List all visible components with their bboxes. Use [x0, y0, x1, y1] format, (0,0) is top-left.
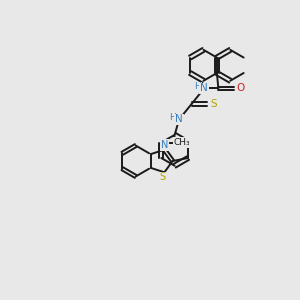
Text: N: N [175, 114, 183, 124]
Text: N: N [161, 140, 168, 150]
Text: S: S [210, 99, 217, 109]
Text: CH₃: CH₃ [174, 138, 190, 147]
Text: N: N [200, 83, 208, 94]
Text: H: H [169, 113, 176, 122]
Text: S: S [160, 172, 166, 182]
Text: O: O [236, 83, 244, 94]
Text: H: H [194, 82, 201, 91]
